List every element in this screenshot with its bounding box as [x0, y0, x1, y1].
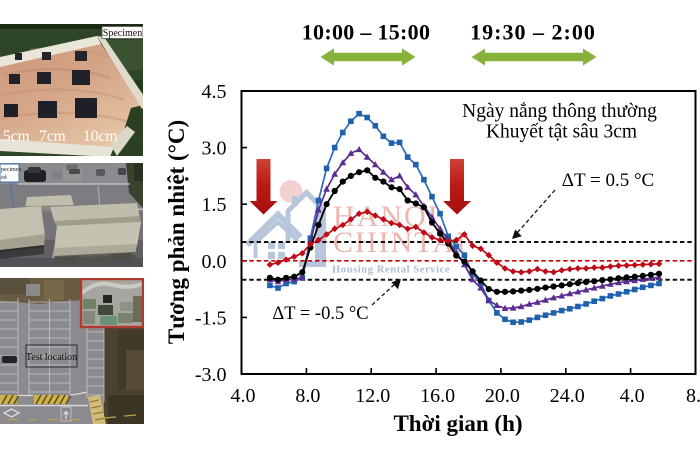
svg-text:24.0: 24.0: [550, 385, 585, 407]
svg-text:Housing Rental Service: Housing Rental Service: [332, 265, 450, 276]
svg-text:10:00 – 15:00: 10:00 – 15:00: [302, 20, 431, 45]
svg-text:pecimen: pecimen: [1, 167, 21, 173]
svg-text:8.0: 8.0: [295, 385, 320, 407]
svg-text:0.0: 0.0: [202, 251, 227, 273]
svg-text:Tương phản nhiệt (°C): Tương phản nhiệt (°C): [164, 120, 189, 344]
svg-text:ΔT = -0.5 °C: ΔT = -0.5 °C: [272, 304, 368, 324]
svg-text:Khuyết tật sâu 3cm: Khuyết tật sâu 3cm: [486, 122, 637, 143]
svg-text:3.0: 3.0: [202, 138, 227, 160]
svg-text:4.5: 4.5: [202, 81, 227, 103]
svg-text:Specimen: Specimen: [103, 28, 142, 39]
svg-text:Ngày nắng thông thường: Ngày nắng thông thường: [462, 101, 657, 122]
svg-text:19:30 – 2:00: 19:30 – 2:00: [470, 20, 596, 45]
svg-text:5cm: 5cm: [3, 128, 30, 145]
svg-text:ed: ed: [1, 175, 7, 181]
svg-text:Thời gian (h): Thời gian (h): [393, 411, 522, 436]
svg-text:1.5: 1.5: [202, 194, 227, 216]
svg-text:-3.0: -3.0: [195, 364, 227, 386]
svg-text:7cm: 7cm: [39, 128, 66, 145]
svg-text:20.0: 20.0: [485, 385, 520, 407]
svg-text:4.0: 4.0: [620, 385, 645, 407]
svg-text:16.0: 16.0: [420, 385, 455, 407]
svg-text:4.0: 4.0: [231, 385, 256, 407]
svg-text:-1.5: -1.5: [195, 307, 227, 329]
svg-text:8.0: 8.0: [686, 385, 700, 407]
svg-text:12.0: 12.0: [355, 385, 390, 407]
svg-text:Test location: Test location: [26, 352, 77, 363]
svg-text:ΔT = 0.5 °C: ΔT = 0.5 °C: [562, 170, 654, 191]
svg-text:10cm: 10cm: [83, 128, 117, 145]
